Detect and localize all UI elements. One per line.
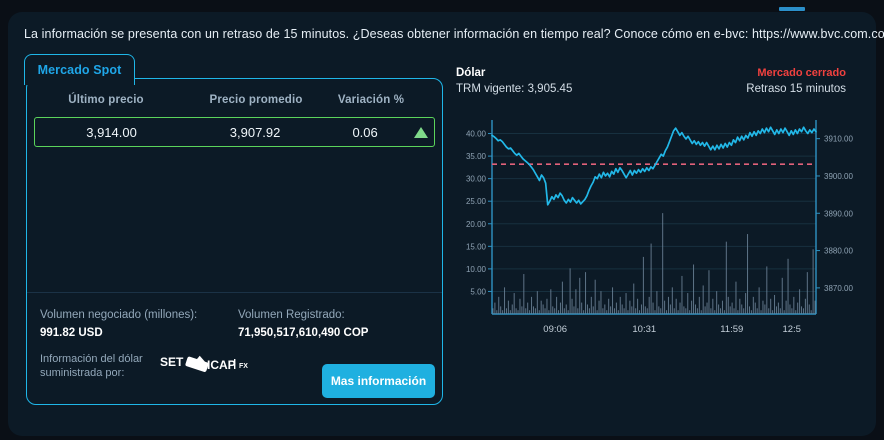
triangle-up-icon [408,126,434,138]
tab-mercado-spot-label: Mercado Spot [37,63,122,77]
cell-precio-promedio: 3,907.92 [229,124,281,140]
supplier-label: Información del dólar suministrada por: [40,353,143,379]
set-icap-fx-logo: SET ICAP FX [160,350,250,380]
volume-traded-label: Volumen negociado (millones): [40,309,198,321]
delay-label: Retraso 15 minutos [746,83,846,95]
more-info-button[interactable]: Mas información [322,364,435,398]
y-axis-left-tick: 30.00 [466,175,487,184]
delay-banner: La información se presenta con un retras… [24,27,884,41]
volume-traded-value: 991.82 USD [40,327,103,339]
x-axis-tick: 11:59 [720,324,743,335]
y-axis-right-tick: 3890.00 [824,209,853,218]
y-axis-left-tick: 20.00 [466,220,487,229]
spot-table: Último precio Precio promedio Variación … [26,78,443,147]
y-axis-left-tick: 25.00 [466,197,487,206]
panel-divider [27,292,442,293]
volume-registered-label: Volumen Registrado: [238,309,345,321]
trm-value: TRM vigente: 3,905.45 [456,83,573,95]
tab-seam [27,76,134,80]
svg-text:SET: SET [160,355,184,369]
dolar-title: Dólar [456,67,486,79]
y-axis-left-tick: 15.00 [466,242,487,251]
svg-text:FX: FX [239,363,248,370]
table-header-row: Último precio Precio promedio Variación … [26,78,443,112]
cell-ultimo-precio: 3,914.00 [86,124,137,140]
price-volume-chart[interactable]: 5.00 10.00 15.00 20.00 25.00 30.00 35.00 40.00 3… [456,112,862,352]
y-axis-left-tick: 5.00 [470,287,486,296]
tab-mercado-spot[interactable]: Mercado Spot [24,54,135,85]
y-axis-right-tick: 3880.00 [824,247,853,256]
y-axis-left-tick: 35.00 [466,152,487,161]
y-axis-right-tick: 3900.00 [824,172,853,181]
header-trend [416,94,443,106]
volume-registered-value: 71,950,517,610,490 COP [238,327,369,339]
header-precio-promedio: Precio promedio [209,94,303,106]
x-axis-tick: 12:5 [782,324,801,335]
header-variacion: Variación % [337,94,405,106]
price-line [491,126,817,206]
top-tab-indicator[interactable] [779,7,805,11]
y-axis-right-tick: 3870.00 [824,284,853,293]
y-axis-left-tick: 10.00 [466,265,487,274]
y-axis-right-tick: 3910.00 [824,135,853,144]
x-axis-tick: 09:06 [543,324,567,335]
cell-variacion: 0.06 [352,124,378,140]
volume-registered-block: Volumen Registrado: 71,950,517,610,490 C… [238,307,368,341]
table-row[interactable]: 3,914.00 3,907.92 0.06 [34,117,435,147]
dolar-chart-panel: Dólar TRM vigente: 3,905.45 Mercado cerr… [456,64,856,364]
x-axis-tick: 10:31 [632,324,656,335]
status-badge: Mercado cerrado [757,67,846,79]
header-ultimo-precio: Último precio [68,94,144,106]
y-axis-left-tick: 40.00 [466,130,487,139]
volume-traded-block: Volumen negociado (millones): 991.82 USD [40,307,197,341]
svg-text:ICAP: ICAP [207,358,236,372]
